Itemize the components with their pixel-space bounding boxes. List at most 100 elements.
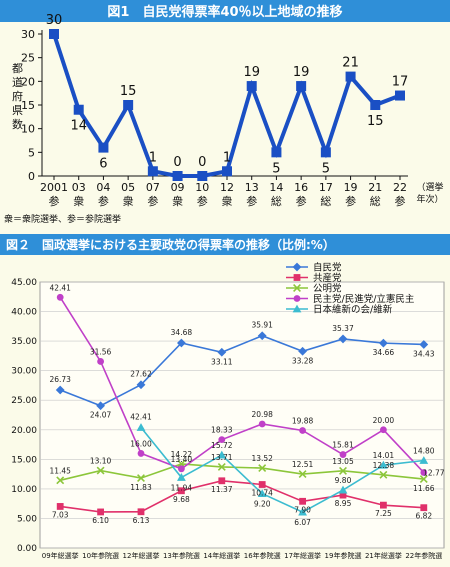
figure-2-point <box>136 423 146 431</box>
figure-1-point <box>370 100 381 110</box>
figure-1-x-tick-year: 13 <box>245 181 259 194</box>
figure-2-legend-marker <box>293 274 301 281</box>
figure-2-y-tick-label: 15.00 <box>11 455 37 465</box>
figure-2-data-label: 11.83 <box>130 483 152 492</box>
figure-1-x-tick-year: 17 <box>319 181 333 194</box>
figure-1-data-label: 0 <box>173 155 181 170</box>
figure-2-data-label: 8.95 <box>335 499 352 508</box>
figure-2-point <box>177 338 186 348</box>
figure-2-point <box>257 331 267 341</box>
figure-1-x-tick-kind: 衆 <box>73 195 84 208</box>
figure-1-data-label: 5 <box>322 161 330 176</box>
figure-1-point <box>98 142 109 153</box>
figure-1-x-tick-year: 09 <box>171 181 185 194</box>
figure-2-data-label: 16.00 <box>130 439 152 448</box>
figure-2-y-tick-label: 25.00 <box>11 396 37 406</box>
figure-2-legend-label: 日本維新の会/維新 <box>313 304 393 316</box>
figure-2-point <box>420 469 428 476</box>
figure-2-point <box>96 466 105 475</box>
figure-2-point <box>258 420 266 428</box>
figure-2-series-line <box>60 479 424 513</box>
figure-1-y-axis-label: 都道府県数 <box>12 62 23 131</box>
figure-1-point <box>320 147 331 158</box>
figure-2-point <box>55 385 65 395</box>
figure-1-y-tick-label: 15 <box>21 99 35 112</box>
figure-1-y-label-char: 県 <box>12 104 23 117</box>
figure-1-x-tick-year: 05 <box>121 181 135 194</box>
figure-2-data-label: 15.81 <box>332 441 354 450</box>
figure-2-series-line <box>140 427 424 514</box>
figure-1-y-label-char: 都 <box>12 62 23 75</box>
figure-2-point <box>338 485 348 494</box>
figure-2-point <box>137 474 145 483</box>
figure-1-x-tick-kind: 参 <box>395 194 406 208</box>
figure-2-series-line <box>59 334 424 407</box>
figure-1-point <box>345 71 356 82</box>
figure-1-x-tick-kind: 総 <box>370 194 381 208</box>
figure-1-x-axis-label: （選挙 <box>416 181 443 193</box>
figure-2-data-label: 26.73 <box>49 375 71 384</box>
figure-2-x-tick-label: 22年参院選 <box>405 551 442 560</box>
figure-2-point <box>56 476 65 485</box>
figure-2-data-label: 11.37 <box>211 485 233 494</box>
figure-1-point <box>123 100 134 110</box>
figure-2-data-label: 34.66 <box>373 348 395 357</box>
figure-2-x-tick-label: 14年総選挙 <box>203 551 240 560</box>
figure-1-point <box>395 90 405 101</box>
figure-2-x-tick-label: 10年参院選 <box>82 551 119 560</box>
figure-2-data-label: 12.77 <box>423 469 445 478</box>
figure-2-point <box>136 380 146 390</box>
figure-2-data-label: 7.90 <box>294 505 311 514</box>
figure-2-x-tick-label: 09年総選挙 <box>42 551 79 560</box>
figure-1-data-label: 17 <box>392 75 409 90</box>
figure-2-point <box>339 466 347 475</box>
figure-2-point <box>217 450 227 459</box>
figure-2-data-label: 6.07 <box>294 518 311 527</box>
figure-2: 図２ 国政選挙における主要政党の得票率の推移（比例:%） 0.00 5.00 10.… <box>0 234 450 560</box>
figure-2-point <box>420 504 428 512</box>
figure-2-y-tick-label: 10.00 <box>11 485 37 495</box>
figure-2-point <box>298 507 307 516</box>
figure-1-y-tick-label: 30 <box>21 28 35 41</box>
figure-2-data-label: 33.28 <box>292 356 314 365</box>
figure-2-data-label: 31.56 <box>90 347 112 356</box>
figure-1-x-tick-kind: 参 <box>296 194 307 208</box>
figure-1-x-tick-kind: 総 <box>271 194 282 208</box>
figure-2-y-tick-label: 20.00 <box>11 426 37 436</box>
figure-2-point <box>419 340 429 349</box>
figure-2-data-label: 42.41 <box>130 413 152 422</box>
figure-1-x-tick-year: 16 <box>294 181 308 194</box>
figure-2-y-tick-label: 30.00 <box>11 367 37 377</box>
figure-2-point <box>379 470 388 479</box>
figure-1-x-tick-year: 22 <box>393 181 407 194</box>
figure-2-data-label: 12.38 <box>373 461 395 470</box>
figure-1-x-tick-kind: 衆 <box>172 195 183 208</box>
figure-1-x-tick-kind: 参 <box>345 194 356 208</box>
figure-2-point <box>56 503 64 510</box>
figure-2-data-label: 20.98 <box>251 410 273 419</box>
figure-1-y-label-char: 道 <box>12 75 23 89</box>
figure-2-point <box>217 347 227 357</box>
figure-2-legend-marker <box>292 262 302 272</box>
figure-2-legend-label: 共産党 <box>313 272 342 284</box>
figure-2-point <box>379 338 388 348</box>
figure-2-data-label: 11.45 <box>49 466 71 475</box>
figure-2-y-tick-label: 5.00 <box>17 514 37 524</box>
figure-2-series-line <box>60 463 424 482</box>
figure-2-legend-label: 民主党/民進党/立憲民主 <box>313 293 414 305</box>
figure-2-data-label: 11.66 <box>413 484 435 493</box>
figure-2-legend-marker <box>293 284 301 292</box>
figure-1-point <box>147 166 158 177</box>
figure-1-data-label: 1 <box>149 150 157 165</box>
figure-2-point <box>419 475 428 484</box>
figure-1-x-tick-kind: 参 <box>246 194 257 208</box>
figure-2-data-label: 7.25 <box>375 509 392 518</box>
figure-2-point <box>178 487 185 495</box>
figure-2-data-label: 13.10 <box>90 457 112 466</box>
figure-2-data-label: 6.82 <box>415 512 432 521</box>
figure-2-x-tick-label: 12年総選挙 <box>123 551 160 560</box>
figure-1-point <box>246 81 257 92</box>
figure-2-y-tick-label: 45.00 <box>11 278 37 288</box>
figure-2-y-tick-label: 35.00 <box>11 337 37 347</box>
figure-2-point <box>97 358 104 365</box>
